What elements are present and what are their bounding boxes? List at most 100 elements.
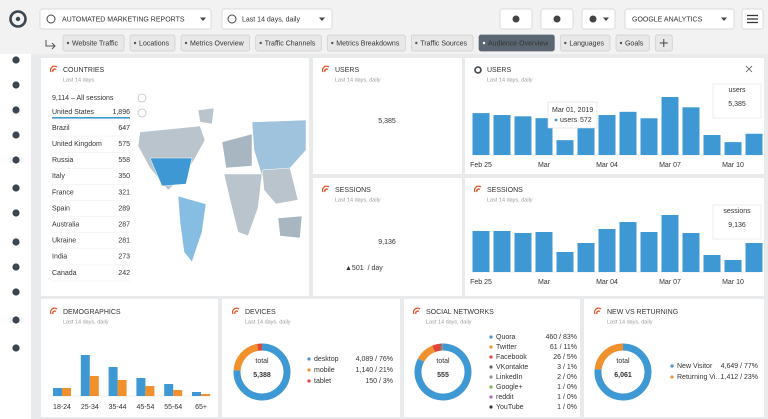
bar	[164, 384, 174, 396]
sidebar-icon[interactable]	[12, 288, 20, 296]
legend-dot	[489, 405, 493, 409]
tooltip-date: Mar 01, 2019	[552, 107, 593, 114]
report-dropdown[interactable]	[39, 8, 212, 30]
source-dropdown[interactable]	[624, 8, 735, 30]
donut-segment	[233, 343, 291, 401]
countries-total-label: – All sessions	[71, 95, 114, 102]
x-tick-label: Feb 25	[470, 279, 492, 286]
country-name: Canada	[52, 270, 77, 277]
legend-value: 460 / 83%	[545, 334, 577, 341]
legend-value: 4,089 / 76%	[356, 356, 393, 363]
sidebar-icon[interactable]	[12, 316, 20, 324]
tab-label: Website Traffic	[72, 40, 119, 47]
donut-segment	[417, 345, 436, 362]
tab-label: Traffic Channels	[265, 40, 316, 47]
tab[interactable]	[559, 34, 611, 52]
sidebar-icon[interactable]	[12, 131, 20, 139]
legend-dot	[489, 375, 493, 379]
expand-icon[interactable]	[745, 65, 753, 73]
x-tick-label: 18-24	[53, 404, 71, 411]
x-tick-label: Mar	[538, 162, 551, 169]
donut-total-label: total	[255, 358, 269, 365]
toolbar-button[interactable]	[581, 8, 616, 30]
tab[interactable]	[180, 34, 251, 52]
country-sessions: 321	[118, 189, 130, 196]
tab[interactable]	[615, 34, 650, 52]
tab-dot	[482, 41, 486, 45]
report-name: AUTOMATED MARKETING REPORTS	[62, 16, 185, 23]
zoom-in[interactable]	[137, 93, 147, 103]
x-tick-label: 65+	[195, 404, 207, 411]
legend-label: desktop	[314, 356, 339, 363]
legend-label: Quora	[496, 334, 516, 341]
bar	[556, 252, 574, 272]
sidebar-icon[interactable]	[12, 263, 20, 271]
date-dropdown[interactable]	[221, 8, 333, 30]
country-sessions: 350	[118, 173, 130, 180]
tab[interactable]	[129, 34, 176, 52]
toolbar-icon	[512, 15, 520, 23]
x-tick-label: 55-64	[164, 404, 182, 411]
country-sessions: 575	[118, 141, 130, 148]
tooltip	[547, 101, 598, 129]
country-name: United Kingdom	[52, 141, 102, 148]
widget-icon	[473, 185, 482, 193]
country-sessions: 273	[118, 254, 130, 261]
globe-icon	[46, 14, 56, 24]
zoom-out[interactable]	[137, 108, 147, 118]
legend-label: YouTube	[496, 404, 524, 411]
legend-dot	[307, 357, 311, 361]
widget-title: DEVICES	[245, 309, 276, 316]
sidebar-icon[interactable]	[12, 209, 20, 217]
bar	[577, 242, 595, 272]
legend-dot	[489, 365, 493, 369]
sidebar-icon[interactable]	[12, 81, 20, 89]
badge-label: users	[728, 87, 746, 94]
add-tab-icon	[659, 39, 668, 47]
donut-total-label: total	[616, 358, 630, 365]
sidebar-icon[interactable]	[12, 344, 20, 352]
bar	[53, 388, 62, 396]
x-tick-label: Feb 25	[470, 162, 492, 169]
bar	[62, 388, 71, 396]
sidebar-icon[interactable]	[12, 56, 20, 64]
donut-total: 555	[437, 372, 449, 379]
countries-total: 9,114	[52, 95, 69, 102]
widget-subtitle: Last 14 days, daily	[487, 197, 533, 203]
legend-dot	[489, 395, 493, 399]
logo[interactable]	[9, 10, 27, 28]
sidebar-icon[interactable]	[12, 184, 20, 192]
widget-title: USERS	[335, 67, 359, 74]
tab[interactable]	[255, 34, 322, 52]
caret	[200, 17, 206, 21]
legend-dot	[489, 335, 493, 339]
bar	[703, 254, 721, 272]
bar	[192, 392, 201, 396]
toolbar-icon	[589, 15, 597, 23]
widget-icon	[321, 65, 330, 73]
map-region	[149, 157, 193, 187]
widget-subtitle: Last 14 days, daily	[335, 77, 381, 83]
bar	[201, 394, 210, 396]
sidebar-icon[interactable]	[12, 156, 20, 164]
sidebar-icon[interactable]	[12, 106, 20, 114]
widget-icon	[231, 307, 240, 315]
widget-icon	[412, 307, 421, 315]
legend-dot	[670, 375, 674, 379]
legend-dot	[307, 368, 311, 372]
tab-label: Goals	[625, 40, 644, 47]
tab[interactable]	[326, 34, 406, 52]
widget-title: DEMOGRAPHICS	[63, 309, 121, 316]
tab[interactable]	[62, 34, 125, 52]
bar	[136, 378, 146, 396]
data-source: GOOGLE ANALYTICS	[632, 16, 703, 23]
widget-subtitle: Last 14 days, daily	[607, 319, 653, 325]
tab-label: Audience Overview	[488, 40, 549, 47]
tab[interactable]	[410, 34, 474, 52]
country-sessions: 558	[118, 157, 130, 164]
tab[interactable]	[478, 34, 555, 52]
date-range: Last 14 days, daily	[242, 16, 300, 23]
sidebar-icon[interactable]	[12, 238, 20, 246]
map-region	[261, 167, 299, 205]
